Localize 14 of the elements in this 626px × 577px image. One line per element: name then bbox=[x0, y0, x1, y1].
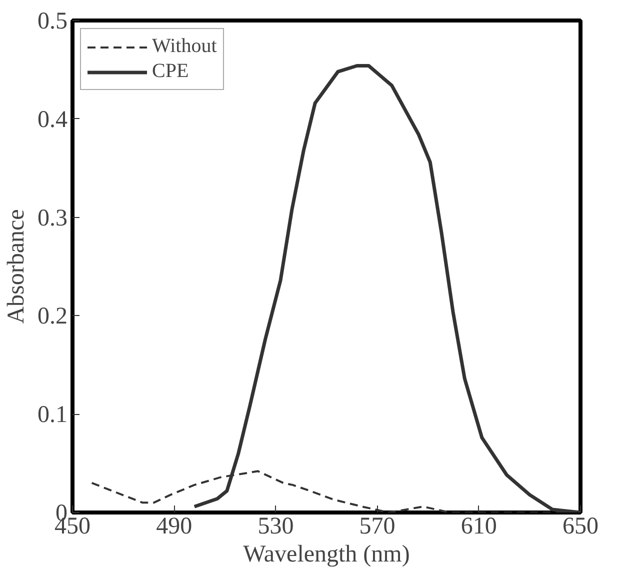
y-axis-title: Absorbance bbox=[4, 209, 30, 324]
legend-label: Without bbox=[152, 35, 217, 58]
x-tick-label: 650 bbox=[562, 514, 598, 540]
x-tick-label: 570 bbox=[359, 514, 396, 540]
legend-label: CPE bbox=[152, 60, 189, 83]
y-tick-label: 0.4 bbox=[38, 106, 68, 133]
x-tick-label: 490 bbox=[156, 514, 192, 540]
x-tick-label: 530 bbox=[258, 514, 294, 540]
y-tick-label: 0.5 bbox=[38, 8, 68, 34]
x-tick-label: 610 bbox=[460, 514, 497, 540]
y-tick-label: 0.2 bbox=[38, 304, 68, 330]
y-tick-label: 0.1 bbox=[38, 402, 68, 428]
x-axis-title: Wavelength (nm) bbox=[243, 542, 410, 568]
y-tick-label: 0.3 bbox=[38, 205, 68, 232]
